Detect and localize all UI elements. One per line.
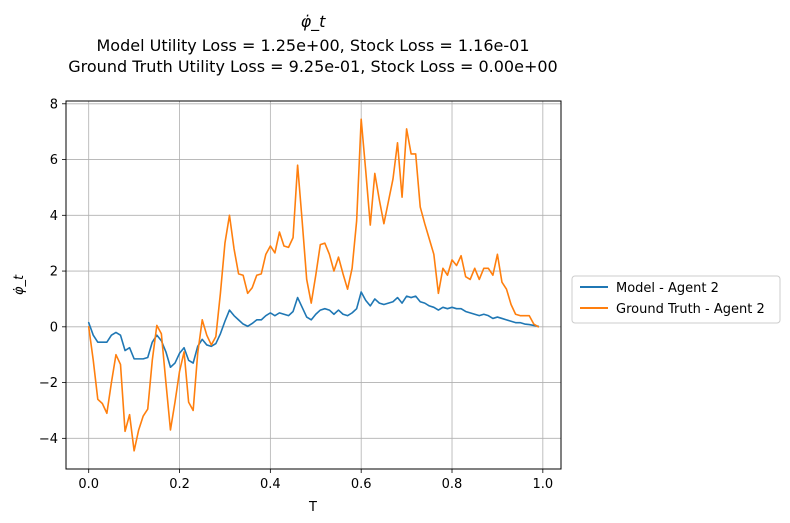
chart-title-line-2: Ground Truth Utility Loss = 9.25e-01, St… bbox=[68, 57, 557, 76]
legend-label-model: Model - Agent 2 bbox=[616, 281, 719, 296]
y-tick-label: 4 bbox=[50, 209, 58, 224]
x-axis-label: T bbox=[308, 500, 317, 515]
legend-label-ground-truth: Ground Truth - Agent 2 bbox=[616, 302, 765, 317]
y-tick-label: −2 bbox=[39, 376, 58, 391]
x-tick-label: 0.0 bbox=[78, 477, 99, 492]
legend-box bbox=[571, 275, 781, 324]
y-tick-label: 0 bbox=[50, 320, 58, 335]
plot-frame bbox=[65, 100, 562, 470]
series-line-ground-truth-agent-2 bbox=[87, 118, 540, 452]
grid bbox=[66, 101, 561, 469]
y-tick-label: 6 bbox=[50, 153, 58, 168]
y-axis-label: φ̇_t bbox=[12, 274, 27, 295]
plot-lines bbox=[87, 118, 540, 452]
y-tick-label: 8 bbox=[50, 97, 58, 112]
x-tick-label: 0.2 bbox=[169, 477, 190, 492]
x-tick-label: 0.8 bbox=[442, 477, 463, 492]
axis-ticks: 0.0 0.2 0.4 0.6 0.8 1.0 −4 −2 0 2 4 6 8 bbox=[39, 97, 553, 492]
chart-title-symbol: φ̇_t bbox=[301, 12, 327, 32]
legend: Model - Agent 2 Ground Truth - Agent 2 bbox=[571, 275, 781, 324]
y-tick-label: 2 bbox=[50, 265, 58, 280]
x-tick-label: 1.0 bbox=[532, 477, 553, 492]
x-tick-label: 0.6 bbox=[351, 477, 372, 492]
y-tick-label: −4 bbox=[39, 432, 58, 447]
series-line-model-agent-2 bbox=[87, 291, 540, 369]
x-tick-label: 0.4 bbox=[260, 477, 281, 492]
chart-title-line-1: Model Utility Loss = 1.25e+00, Stock Los… bbox=[97, 36, 530, 55]
